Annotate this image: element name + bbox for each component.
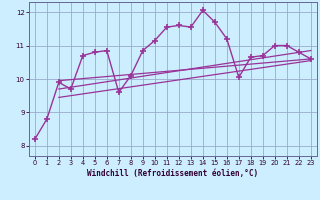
X-axis label: Windchill (Refroidissement éolien,°C): Windchill (Refroidissement éolien,°C) <box>87 169 258 178</box>
